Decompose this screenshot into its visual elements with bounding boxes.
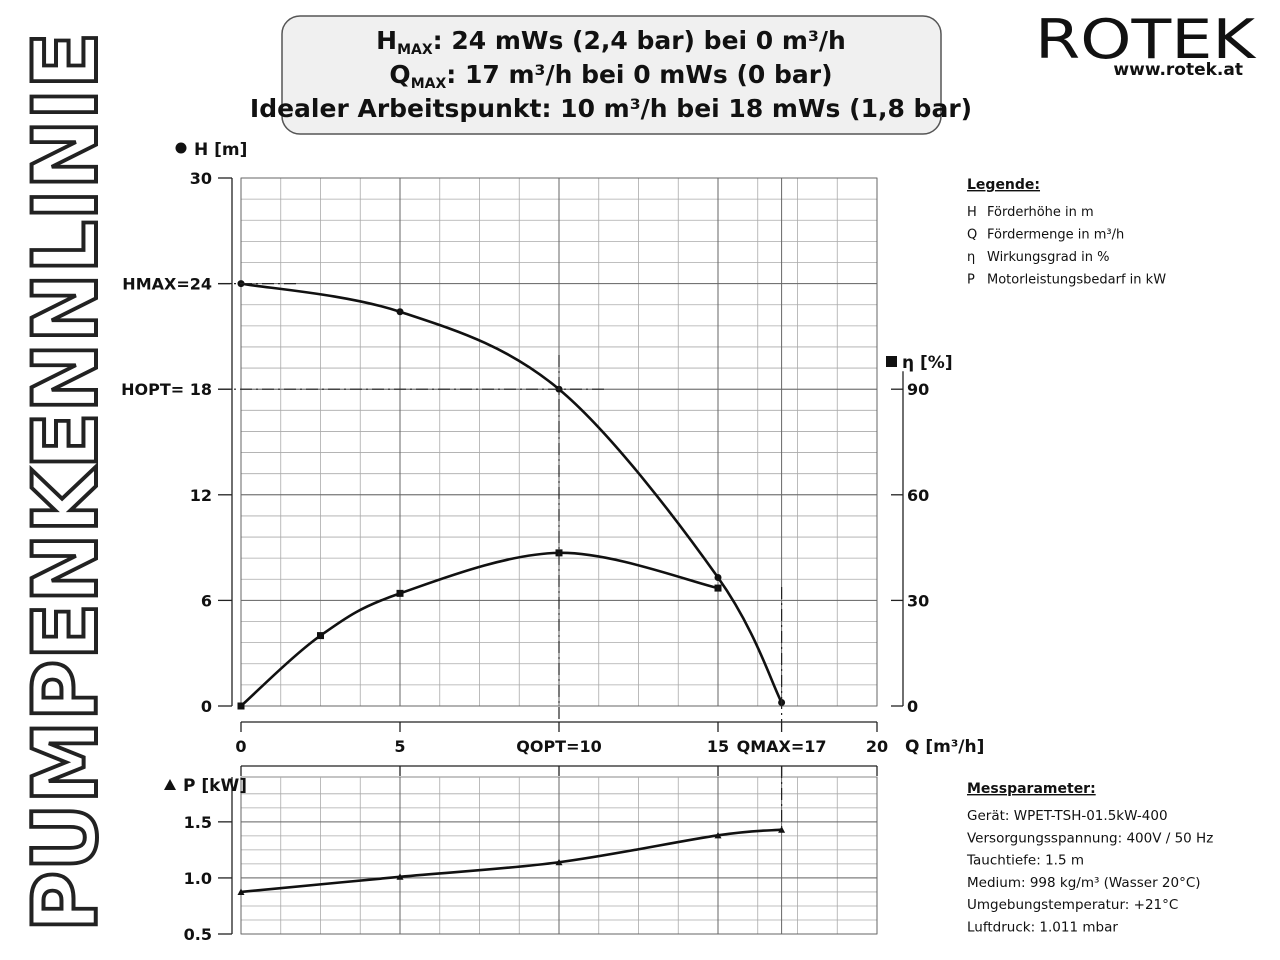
y2-tick-label: 30 — [907, 591, 929, 610]
y-tick-label: 30 — [190, 169, 212, 188]
point — [396, 589, 404, 597]
measurement-title: Messparameter: — [967, 781, 1096, 797]
y-tick-label: HMAX=24 — [122, 275, 212, 294]
y2-label-marker — [886, 356, 897, 367]
legend-symbol: Q — [967, 228, 977, 243]
y-tick-label: 0 — [201, 697, 212, 716]
x-axis-label: Q [m³/h] — [905, 737, 984, 757]
header-text: Q — [389, 60, 410, 89]
point — [396, 308, 404, 316]
y2-tick-label: 90 — [907, 380, 929, 399]
y2-axis-label: η [%] — [902, 353, 953, 373]
measurement-line: Tauchtiefe: 1.5 m — [966, 853, 1084, 869]
point — [555, 549, 563, 557]
charts: 0 6 12 HOPT= 18 HMAX=24 30 0 30 60 90 η [%] 0 5 QOPT=… — [121, 140, 984, 944]
point — [714, 574, 722, 582]
legend-symbol: η — [967, 250, 975, 265]
y-label-marker — [175, 142, 187, 154]
header-text: : 17 m³/h bei 0 mWs (0 bar) — [446, 60, 832, 89]
measurement-line: Versorgungsspannung: 400V / 50 Hz — [967, 830, 1213, 846]
y2-tick-label: 60 — [907, 486, 929, 505]
header-text: H — [376, 26, 397, 55]
point — [555, 858, 563, 866]
y-tick-label: 1.5 — [184, 813, 212, 832]
y-tick-label: 12 — [190, 486, 212, 505]
curve — [240, 551, 719, 707]
point — [237, 888, 245, 895]
y-tick-label: 0.5 — [184, 925, 212, 944]
y2-tick-label: 0 — [907, 697, 918, 716]
point — [237, 702, 245, 710]
header-text: Idealer Arbeitspunkt: 10 m³/h bei 18 mWs… — [250, 94, 972, 123]
measurement-line: Gerät: WPET-TSH-01.5kW-400 — [967, 808, 1168, 824]
header-subscript: MAX — [397, 42, 433, 58]
y-tick-label: 1.0 — [184, 869, 212, 888]
legend-symbol: H — [967, 205, 977, 220]
header-line: HMAX: 24 mWs (2,4 bar) bei 0 m³/h — [376, 26, 846, 58]
logo-name: ROTEK — [1035, 8, 1257, 71]
y-label-marker — [164, 779, 176, 790]
x-tick-label: 5 — [394, 737, 405, 756]
y-tick-label: 6 — [201, 591, 212, 610]
legend-text: Wirkungsgrad in % — [987, 250, 1109, 265]
measurement-line: Medium: 998 kg/m³ (Wasser 20°C) — [967, 875, 1201, 891]
legend-text: Fördermenge in m³/h — [987, 228, 1124, 243]
point — [714, 584, 722, 592]
legend-text: Motorleistungsbedarf in kW — [987, 273, 1166, 288]
logo-url: www.rotek.at — [1113, 60, 1243, 80]
side-title: PUMPENKENNLINIE — [14, 32, 117, 932]
measurement-line: Umgebungstemperatur: +21°C — [967, 897, 1178, 913]
y-axis-label: P [kW] — [183, 776, 247, 796]
point — [396, 873, 404, 880]
legend-text: Förderhöhe in m — [987, 205, 1094, 220]
point — [714, 831, 722, 839]
header-line: Idealer Arbeitspunkt: 10 m³/h bei 18 mWs… — [250, 94, 972, 123]
x-tick-label: 20 — [866, 737, 888, 756]
chart: 0 6 12 HOPT= 18 HMAX=24 30 0 30 60 90 η [%] 0 5 QOPT=… — [121, 140, 984, 757]
x-tick-label: QOPT=10 — [516, 737, 602, 756]
legend-title: Legende: — [967, 177, 1040, 193]
y-axis-label: H [m] — [194, 140, 247, 160]
header-line: QMAX: 17 m³/h bei 0 mWs (0 bar) — [389, 60, 832, 92]
header-subscript: MAX — [411, 76, 447, 92]
curve — [240, 828, 782, 894]
header-box — [281, 15, 942, 135]
x-tick-label: QMAX=17 — [737, 737, 827, 756]
x-tick-label: 15 — [707, 737, 729, 756]
measurement-line: Luftdruck: 1.011 mbar — [967, 920, 1118, 936]
header-text: : 24 mWs (2,4 bar) bei 0 m³/h — [433, 26, 846, 55]
x-tick-label: 0 — [235, 737, 246, 756]
y-tick-label: HOPT= 18 — [121, 380, 212, 399]
point — [778, 826, 786, 833]
point — [317, 632, 324, 640]
legend-symbol: P — [967, 273, 975, 288]
chart: 0.5 1.0 1.5 P [kW] — [164, 765, 878, 944]
